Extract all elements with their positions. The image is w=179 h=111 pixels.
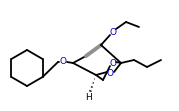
Text: H: H	[86, 92, 92, 101]
Text: O: O	[110, 28, 117, 37]
Text: O: O	[110, 59, 117, 68]
Text: O: O	[107, 69, 113, 78]
Text: O: O	[59, 57, 67, 66]
